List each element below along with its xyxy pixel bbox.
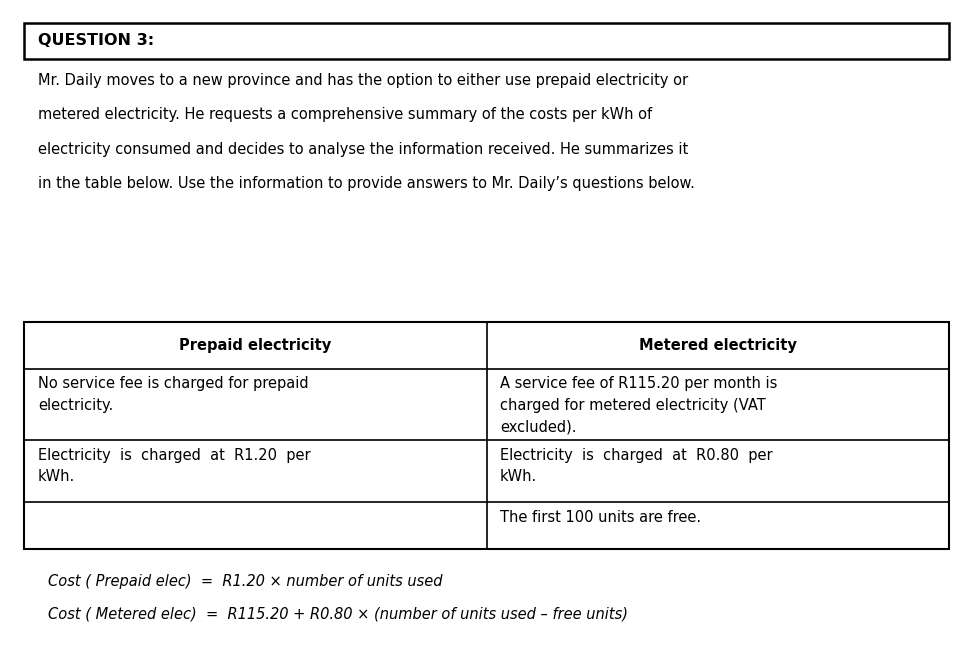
FancyBboxPatch shape bbox=[24, 23, 949, 58]
Text: Cost ( Metered elec)  =  R115.20 + R0.80 × (number of units used – free units): Cost ( Metered elec) = R115.20 + R0.80 ×… bbox=[48, 606, 628, 621]
Text: electricity consumed and decides to analyse the information received. He summari: electricity consumed and decides to anal… bbox=[38, 142, 688, 157]
Text: metered electricity. He requests a comprehensive summary of the costs per kWh of: metered electricity. He requests a compr… bbox=[38, 107, 652, 122]
Text: Cost ( Prepaid elec)  =  R1.20 × number of units used: Cost ( Prepaid elec) = R1.20 × number of… bbox=[48, 574, 442, 589]
Text: Electricity  is  charged  at  R0.80  per
kWh.: Electricity is charged at R0.80 per kWh. bbox=[500, 448, 773, 484]
Text: Electricity  is  charged  at  R1.20  per
kWh.: Electricity is charged at R1.20 per kWh. bbox=[38, 448, 310, 484]
Text: No service fee is charged for prepaid
electricity.: No service fee is charged for prepaid el… bbox=[38, 376, 308, 413]
Text: Metered electricity: Metered electricity bbox=[638, 337, 797, 353]
Text: Mr. Daily moves to a new province and has the option to either use prepaid elect: Mr. Daily moves to a new province and ha… bbox=[38, 73, 688, 88]
Text: QUESTION 3:: QUESTION 3: bbox=[38, 33, 154, 48]
Text: Prepaid electricity: Prepaid electricity bbox=[179, 337, 332, 353]
Text: A service fee of R115.20 per month is
charged for metered electricity (VAT
exclu: A service fee of R115.20 per month is ch… bbox=[500, 376, 777, 435]
FancyBboxPatch shape bbox=[24, 322, 949, 549]
Text: in the table below. Use the information to provide answers to Mr. Daily’s questi: in the table below. Use the information … bbox=[38, 176, 695, 191]
Text: The first 100 units are free.: The first 100 units are free. bbox=[500, 510, 702, 525]
